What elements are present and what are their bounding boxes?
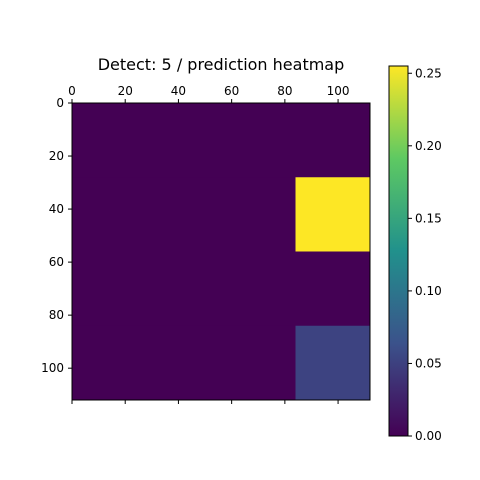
x-tick-label: 20: [118, 84, 133, 98]
heatmap-cell: [146, 251, 222, 327]
colorbar-tick-label: 0.15: [415, 211, 442, 225]
heatmap-cell: [295, 103, 371, 178]
heatmap-cell: [72, 103, 147, 178]
y-tick-label: 20: [49, 149, 64, 163]
heatmap-cell: [146, 325, 222, 401]
x-tick-label: 80: [277, 84, 292, 98]
heatmap-cell: [221, 177, 296, 252]
heatmap-cell: [221, 251, 296, 327]
heatmap-cell: [221, 103, 296, 178]
heatmap-cell: [295, 177, 371, 252]
heatmap-cell: [72, 177, 147, 252]
heatmap-cell: [295, 251, 371, 327]
colorbar-tick-label: 0.00: [415, 429, 442, 443]
y-axis: 0 20 40 60 80 100: [41, 96, 72, 375]
colorbar-tick-label: 0.25: [415, 66, 442, 80]
y-tick-label: 100: [41, 361, 64, 375]
chart-title: Detect: 5 / prediction heatmap: [98, 55, 345, 74]
x-tick-label: 0: [68, 84, 76, 98]
heatmap-cells: [72, 103, 371, 401]
heatmap-cell: [72, 325, 147, 401]
y-tick-label: 40: [49, 202, 64, 216]
heatmap-frame: [71, 102, 371, 401]
heatmap-cell: [146, 103, 222, 178]
y-tick-label: 0: [56, 96, 64, 110]
x-tick-label: 40: [171, 84, 186, 98]
colorbar-axis: 0.00 0.05 0.10 0.15 0.20 0.25: [408, 66, 442, 443]
y-tick-label: 60: [49, 255, 64, 269]
colorbar: [389, 66, 408, 436]
colorbar-tick-label: 0.05: [415, 356, 442, 370]
colorbar-tick-label: 0.20: [415, 139, 442, 153]
colorbar-tick-label: 0.10: [415, 284, 442, 298]
y-tick-label: 80: [49, 308, 64, 322]
colorbar-frame: [388, 65, 409, 437]
heatmap-cell: [146, 177, 222, 252]
heatmap-cell: [295, 325, 371, 401]
x-axis-top: 0 20 40 60 80 100: [68, 84, 350, 103]
x-tick-label: 100: [327, 84, 350, 98]
x-axis-bottom: [71, 400, 339, 404]
x-tick-label: 60: [224, 84, 239, 98]
heatmap-cell: [72, 251, 147, 327]
heatmap-cell: [221, 325, 296, 401]
